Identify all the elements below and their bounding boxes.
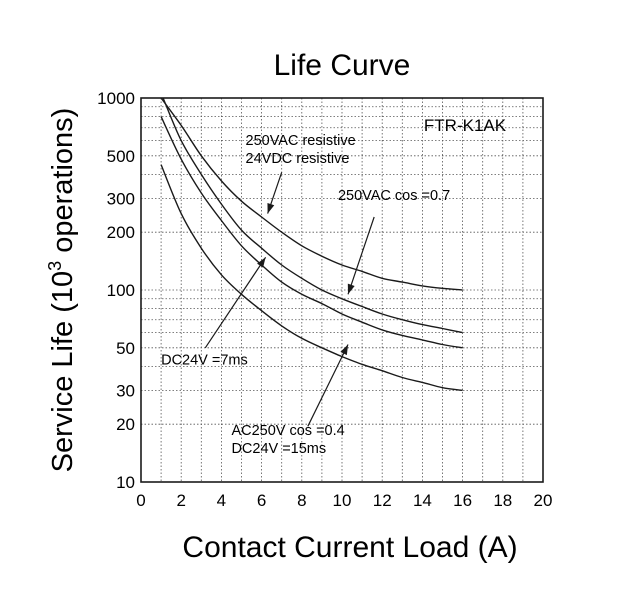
model-label: FTR-K1AK	[424, 116, 507, 135]
annotation-arrow-line	[204, 256, 267, 349]
annotation-arrowhead	[340, 344, 349, 356]
x-tick-label: 10	[333, 491, 352, 510]
y-tick-label: 10	[116, 473, 135, 492]
curves	[160, 97, 463, 392]
annotation-arrowhead	[347, 283, 355, 295]
x-tick-label: 8	[297, 491, 306, 510]
grid	[141, 98, 543, 482]
x-tick-label: 20	[534, 491, 553, 510]
annotation-arrow-line	[347, 216, 375, 295]
y-tick-label: 30	[116, 381, 135, 400]
y-tick-label: 1000	[97, 89, 135, 108]
annotation-arrowhead	[257, 257, 266, 268]
x-tick-label: 12	[373, 491, 392, 510]
annotation-arrowhead	[267, 202, 275, 214]
y-tick-label: 300	[107, 189, 135, 208]
annotation-label: 24VDC resistive	[246, 151, 350, 167]
x-tick-label: 14	[413, 491, 432, 510]
plot-frame	[140, 97, 544, 483]
annotation-label: 250VAC cos =0.7	[338, 188, 450, 204]
y-tick-label: 100	[107, 281, 135, 300]
y-axis-label: Service Life (103 operations)	[45, 108, 79, 473]
annotation-label: AC250V cos =0.4	[231, 423, 344, 439]
chart-title: Life Curve	[274, 49, 411, 82]
life-curve-series	[160, 164, 463, 392]
x-axis-label: Contact Current Load (A)	[182, 531, 517, 564]
y-tick-label: 20	[116, 415, 135, 434]
x-tick-label: 6	[257, 491, 266, 510]
y-axis-label-tail: operations)	[47, 108, 79, 261]
x-tick-label: 0	[136, 491, 145, 510]
y-tick-label: 500	[107, 147, 135, 166]
annotations: 250VAC resistive 24VDC resistive 250VAC co…	[161, 133, 450, 457]
y-tick-label: 50	[116, 339, 135, 358]
x-tick-label: 4	[217, 491, 226, 510]
life-curve-series	[160, 97, 463, 291]
annotation-label: 250VAC resistive	[246, 133, 356, 149]
life-curve-series	[160, 116, 463, 349]
annotation-arrow-line	[307, 344, 349, 427]
x-tick-label: 18	[493, 491, 512, 510]
y-axis-label-sup: 3	[45, 261, 65, 271]
x-tick-label: 16	[453, 491, 472, 510]
y-axis-label-main: Service Life (10	[47, 271, 79, 473]
axis-ticks: 0 2 4 6 8 10 12 14 16 18 20 10 20 30 50 100 200 300 500 100…	[97, 89, 552, 510]
annotation-label: DC24V =7ms	[161, 352, 248, 368]
life-curve-series	[162, 97, 463, 334]
x-tick-label: 2	[176, 491, 185, 510]
annotation-label: DC24V =15ms	[231, 441, 326, 457]
y-tick-label: 200	[107, 223, 135, 242]
